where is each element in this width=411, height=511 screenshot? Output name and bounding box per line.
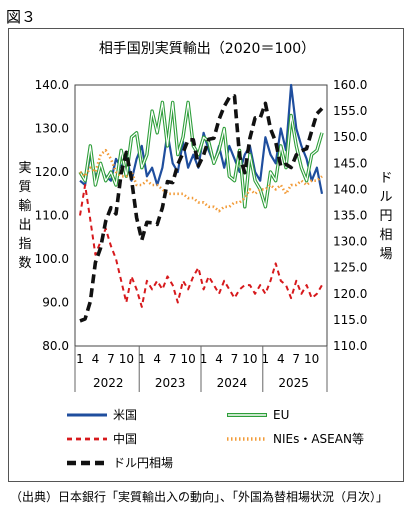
year-label: 2022 [93,376,124,390]
month-tick-label: 4 [277,352,285,366]
legend-label: EU [273,408,289,422]
month-tick-label: 4 [215,352,223,366]
year-label: 2023 [155,376,186,390]
chart-title: 相手国別実質輸出（2020＝100） [99,41,315,57]
axis-label-char: 出 [18,218,31,233]
month-tick-label: 4 [92,352,100,366]
month-tick-label: 1 [262,352,270,366]
right-tick-label: 160.0 [333,78,367,92]
left-tick-label: 100.0 [35,252,69,266]
month-tick-label: 1 [200,352,208,366]
legend-label: 米国 [113,408,137,422]
right-axis-ticks: 160.0 155.0 150.0 145.0 140.0 135.0 130.0 125.0… [333,78,367,353]
year-label: 2024 [217,376,248,390]
legend-label: NIEs・ASEAN等 [273,432,364,446]
axis-label-char: 指 [18,237,31,252]
legend-label: 中国 [113,431,137,446]
series-line-2 [79,184,323,308]
year-label: 2025 [278,376,309,390]
month-tick-label: 10 [180,352,195,366]
right-tick-label: 145.0 [333,156,367,170]
left-tick-label: 90.0 [42,296,69,310]
month-tick-label: 7 [169,352,177,366]
axis-label-char: 質 [18,180,31,195]
axis-label-char: 実 [18,160,31,176]
axis-label-char: 輸 [18,199,31,214]
month-tick-label: 10 [119,352,134,366]
source-note: （出典）日本銀行「実質輸出入の動向」、「外国為替相場状況（月次）」 [10,490,389,504]
axis-label-char: ル [379,190,392,205]
right-tick-label: 140.0 [333,182,367,196]
legend-label: ドル円相場 [113,456,173,470]
month-tick-label: 10 [242,352,257,366]
axis-label-char: 相 [379,228,392,243]
left-tick-label: 110.0 [35,209,69,223]
axis-label-char: ド [379,171,392,186]
left-tick-label: 120.0 [35,165,69,179]
left-tick-label: 80.0 [42,339,69,353]
month-tick-label: 1 [138,352,146,366]
right-tick-label: 120.0 [333,287,367,301]
left-axis-ticks: 140.0 130.0 120.0 110.0 100.0 90.0 80.0 [35,78,69,353]
month-tick-label: 7 [231,352,239,366]
right-tick-label: 110.0 [333,339,367,353]
month-tick-label: 4 [153,352,161,366]
month-ticks: 1 4 7 10 1 4 7 10 1 4 7 10 1 4 7 10 [76,352,319,366]
series-lines [78,83,324,323]
month-tick-label: 7 [292,352,300,366]
right-axis-label: ドル円相場 [379,171,392,262]
month-tick-label: 1 [76,352,84,366]
chart-frame: 相手国別実質輸出（2020＝100） 実質輸出指数 ドル円相場 140.0 130… [8,28,404,482]
right-tick-label: 130.0 [333,235,367,249]
year-labels: 2022 2023 2024 2025 [74,346,328,392]
left-tick-label: 140.0 [35,78,69,92]
right-tick-label: 155.0 [333,104,367,118]
figure-label: 図３ [6,8,37,26]
right-tick-label: 150.0 [333,130,367,144]
series-line-1-inner [79,101,323,208]
month-tick-label: 10 [304,352,319,366]
series-line-4 [79,94,324,323]
axis-label-char: 場 [379,247,392,262]
right-tick-label: 115.0 [333,313,367,327]
right-tick-label: 125.0 [333,261,367,275]
month-tick-label: 7 [107,352,115,366]
series-line-3 [79,149,323,213]
axis-label-char: 円 [379,209,392,224]
right-tick-label: 135.0 [333,209,367,223]
axis-label-char: 数 [18,256,31,271]
left-tick-label: 130.0 [35,122,69,136]
